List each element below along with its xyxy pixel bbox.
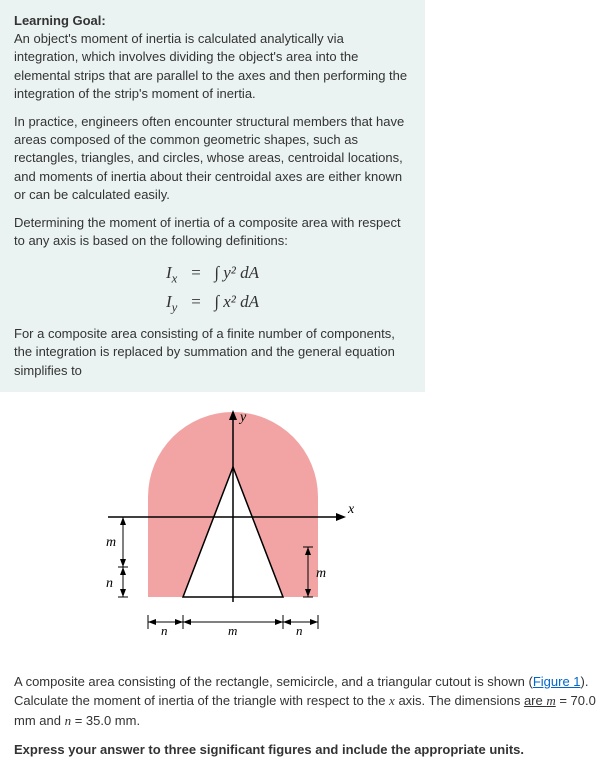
dim-bot-m-ar bbox=[275, 619, 283, 625]
dim-m-left-arrow-bot bbox=[120, 559, 126, 567]
learning-para2: In practice, engineers often encounter s… bbox=[14, 113, 411, 204]
eq-b: = 35.0 mm. bbox=[71, 713, 140, 728]
dim-bot-n2-al bbox=[283, 619, 291, 625]
dim-m-left-arrow-top bbox=[120, 517, 126, 525]
learning-goal-box: Learning Goal: An object's moment of ine… bbox=[0, 0, 425, 392]
equations-block: Ix = ∫ y² dA Iy = ∫ x² dA bbox=[14, 260, 411, 317]
learning-para3: Determining the moment of inertia of a c… bbox=[14, 214, 411, 250]
x-axis-label: x bbox=[347, 502, 355, 517]
x-axis-arrow bbox=[336, 513, 346, 521]
dim-bot-n1-label: n bbox=[161, 623, 168, 638]
learning-title-para: Learning Goal: An object's moment of ine… bbox=[14, 12, 411, 103]
y-axis-label: y bbox=[238, 410, 247, 425]
question-text-a: A composite area consisting of the recta… bbox=[14, 674, 533, 689]
dim-n-left-arrow-top bbox=[120, 567, 126, 575]
dim-bot-n2-label: n bbox=[296, 623, 303, 638]
iy-label: Iy bbox=[166, 292, 177, 311]
dim-bot-n1-al bbox=[148, 619, 156, 625]
dim-bot-m-al bbox=[183, 619, 191, 625]
ix-rhs: ∫ y² dA bbox=[214, 263, 259, 282]
dim-bot-n1-ar bbox=[175, 619, 183, 625]
dim-bot-n2-ar bbox=[310, 619, 318, 625]
eq-sign-2: = bbox=[190, 292, 201, 311]
dim-n-left-label: n bbox=[106, 576, 113, 591]
composite-area-figure: y x m n m n bbox=[68, 407, 358, 647]
dim-bot-m-label: m bbox=[228, 623, 237, 638]
express-instruction: Express your answer to three significant… bbox=[14, 740, 597, 760]
iy-rhs: ∫ x² dA bbox=[214, 292, 259, 311]
dim-m-left-label: m bbox=[106, 535, 116, 550]
question-text: A composite area consisting of the recta… bbox=[14, 672, 597, 731]
figure-link[interactable]: Figure 1 bbox=[533, 674, 581, 689]
ix-label: Ix bbox=[166, 263, 177, 282]
dim-m-right-label: m bbox=[316, 566, 326, 581]
question-section: A composite area consisting of the recta… bbox=[0, 660, 611, 782]
learning-title: Learning Goal: bbox=[14, 13, 106, 28]
learning-para1: An object's moment of inertia is calcula… bbox=[14, 31, 407, 101]
are-underline: are m bbox=[524, 693, 556, 708]
dim-n-left-arrow-bot bbox=[120, 589, 126, 597]
learning-para4: For a composite area consisting of a fin… bbox=[14, 325, 411, 380]
figure-container: y x m n m n bbox=[0, 392, 425, 660]
eq-sign-1: = bbox=[190, 263, 201, 282]
question-text-c: axis. The dimensions bbox=[395, 693, 524, 708]
